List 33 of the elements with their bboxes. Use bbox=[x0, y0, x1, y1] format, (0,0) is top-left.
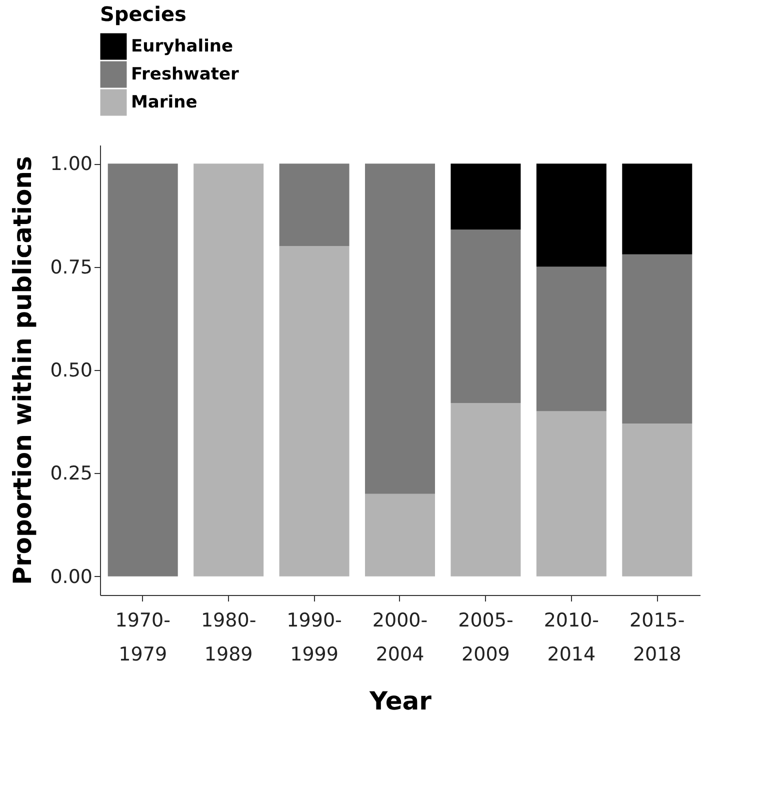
y-tick-label: 1.00 bbox=[50, 153, 92, 176]
legend-label: Euryhaline bbox=[131, 36, 234, 56]
y-tick-label: 0.50 bbox=[50, 360, 92, 382]
legend-label: Freshwater bbox=[131, 64, 240, 84]
bar bbox=[450, 403, 521, 576]
bar bbox=[622, 164, 692, 254]
legend-title: Species bbox=[100, 2, 186, 26]
bar bbox=[365, 164, 435, 494]
x-tick-label: 2015-2018 bbox=[630, 610, 685, 666]
bar bbox=[536, 266, 606, 412]
bar bbox=[622, 424, 692, 576]
y-tick-label: 0.75 bbox=[50, 256, 92, 278]
x-tick-label: 1980-1989 bbox=[200, 610, 256, 666]
x-tick-label: 2005-2009 bbox=[458, 610, 514, 666]
bar bbox=[279, 246, 350, 576]
bar bbox=[194, 164, 264, 576]
y-axis-title: Proportion within publications bbox=[8, 156, 38, 585]
bar bbox=[450, 164, 521, 230]
x-tick-label: 1970-1979 bbox=[115, 610, 170, 666]
bar bbox=[622, 254, 692, 424]
bar bbox=[536, 411, 606, 576]
bar bbox=[450, 230, 521, 404]
bar bbox=[365, 494, 435, 576]
bar bbox=[536, 164, 606, 267]
x-tick-label: 1990-1999 bbox=[286, 610, 342, 666]
x-axis-title: Year bbox=[368, 686, 432, 716]
y-tick-label: 0.25 bbox=[50, 462, 92, 485]
bar bbox=[108, 164, 178, 576]
y-tick-label: 0.00 bbox=[50, 566, 92, 588]
x-tick-label: 2000-2004 bbox=[372, 610, 428, 666]
bar bbox=[279, 164, 350, 246]
legend-label: Marine bbox=[131, 92, 198, 112]
x-tick-label: 2010-2014 bbox=[544, 610, 600, 666]
